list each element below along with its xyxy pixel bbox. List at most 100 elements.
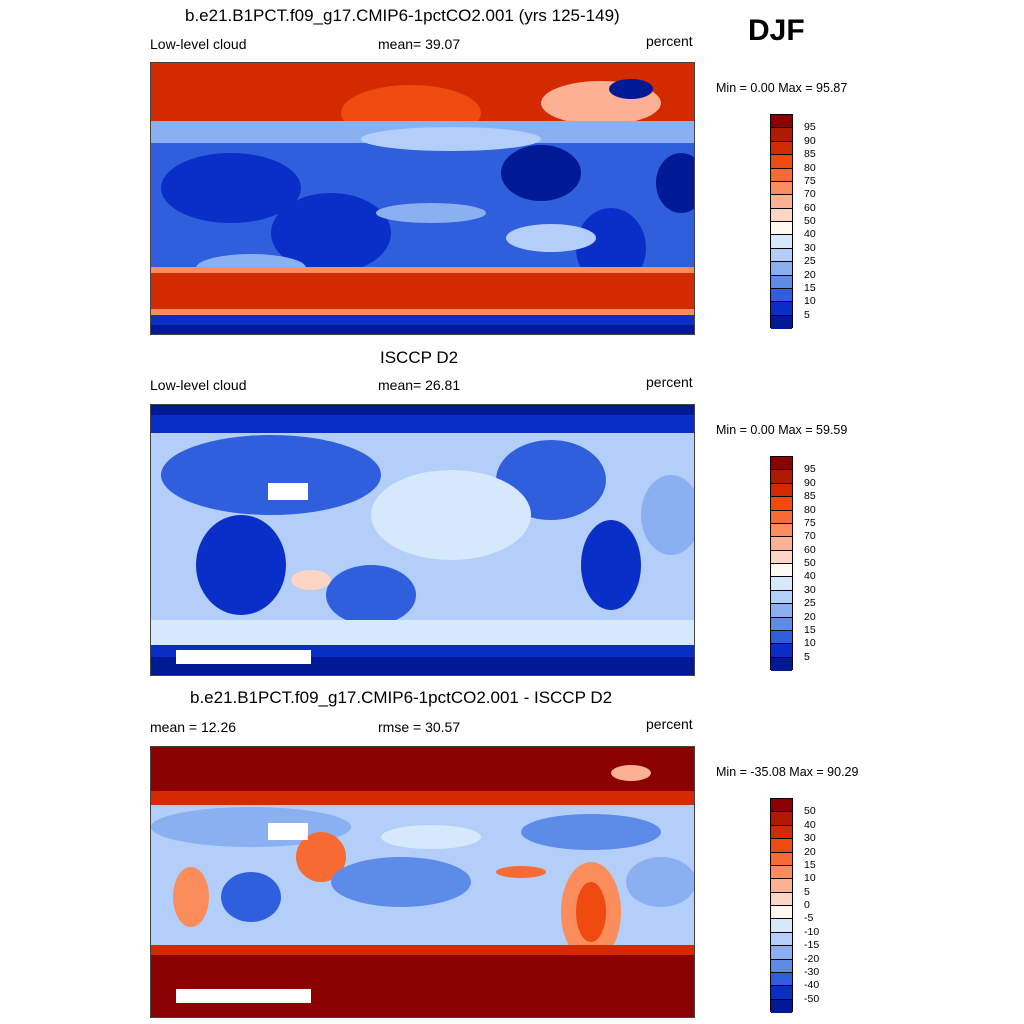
colorbar-segment [771, 604, 792, 618]
colorbar-label: -40 [804, 979, 820, 992]
panel-2-title: ISCCP D2 [380, 348, 459, 367]
colorbar-segment [771, 999, 792, 1013]
panel-2-mean: mean= 26.81 [378, 377, 461, 393]
colorbar-segment [771, 852, 792, 866]
panel-3-map [150, 746, 695, 1018]
panel-1-minmax: Min = 0.00 Max = 95.87 [716, 81, 848, 95]
panel-2-colorbar [770, 456, 793, 671]
panel-3-map-svg [151, 747, 694, 1017]
colorbar-label: 10 [804, 295, 816, 308]
colorbar-label: 5 [804, 308, 810, 321]
colorbar-label: 85 [804, 148, 816, 161]
panel-1-colorbar [770, 114, 793, 329]
colorbar-label: 90 [804, 476, 816, 489]
colorbar-label: -5 [804, 912, 814, 925]
colorbar-segment [771, 550, 792, 564]
colorbar-label: 0 [804, 899, 810, 911]
colorbar-segment [771, 115, 792, 129]
colorbar-segment [771, 564, 792, 578]
colorbar-segment [771, 195, 792, 209]
panel-3-title: b.e21.B1PCT.f09_g17.CMIP6-1pctCO2.001 - … [190, 688, 613, 707]
panel-1-variable: Low-level cloud [150, 36, 247, 52]
colorbar-segment [771, 141, 792, 156]
colorbar-segment [771, 497, 792, 511]
colorbar-segment [771, 248, 792, 263]
colorbar-label: 5 [804, 650, 810, 663]
colorbar-label: -10 [804, 925, 820, 938]
colorbar-segment [771, 577, 792, 591]
panel-1-mean: mean= 39.07 [378, 36, 461, 52]
colorbar-label: 20 [804, 845, 816, 858]
colorbar-label: 70 [804, 530, 816, 543]
colorbar-segment [771, 168, 792, 182]
colorbar-label: 75 [804, 516, 816, 529]
colorbar-label: 75 [804, 174, 816, 187]
colorbar-label: 20 [804, 610, 816, 623]
colorbar-segment [771, 523, 792, 538]
panel-2-map [150, 404, 695, 676]
panel-1-map-svg [151, 63, 694, 334]
colorbar-segment [771, 986, 792, 1000]
colorbar-segment [771, 288, 792, 303]
colorbar-segment [771, 128, 792, 142]
panel-3-mean: mean = 12.26 [150, 719, 237, 735]
colorbar-label: 15 [804, 281, 816, 294]
colorbar-label: 95 [804, 463, 816, 476]
panel-2-minmax: Min = 0.00 Max = 59.59 [716, 423, 848, 437]
colorbar-segment [771, 181, 792, 196]
colorbar-label: 40 [804, 818, 816, 831]
colorbar-segment [771, 275, 792, 289]
colorbar-segment [771, 812, 792, 826]
colorbar-segment [771, 644, 792, 658]
colorbar-label: 10 [804, 872, 816, 885]
colorbar-label: 10 [804, 637, 816, 650]
colorbar-label: 70 [804, 188, 816, 201]
colorbar-segment [771, 959, 792, 973]
colorbar-label: 15 [804, 858, 816, 871]
colorbar-segment [771, 590, 792, 605]
colorbar-segment [771, 865, 792, 880]
colorbar-segment [771, 892, 792, 906]
colorbar-segment [771, 972, 792, 987]
panel-1-title: b.e21.B1PCT.f09_g17.CMIP6-1pctCO2.001 (y… [185, 6, 620, 25]
colorbar-segment [771, 946, 792, 960]
colorbar-label: 40 [804, 570, 816, 583]
panel-3-minmax: Min = -35.08 Max = 90.29 [716, 765, 859, 779]
colorbar-segment [771, 235, 792, 249]
colorbar-segment [771, 537, 792, 551]
colorbar-label: 30 [804, 832, 816, 845]
colorbar-segment [771, 825, 792, 840]
colorbar-label: 80 [804, 161, 816, 174]
season-label: DJF [748, 14, 805, 47]
colorbar-label: 80 [804, 503, 816, 516]
colorbar-label: 25 [804, 597, 816, 610]
panel-3-colorbar [770, 798, 793, 1013]
colorbar-label: 20 [804, 268, 816, 281]
panel-2-units: percent [646, 374, 693, 390]
colorbar-label: 90 [804, 134, 816, 147]
colorbar-segment [771, 483, 792, 498]
colorbar-segment [771, 262, 792, 276]
colorbar-label: 85 [804, 490, 816, 503]
colorbar-label: -20 [804, 952, 820, 965]
panel-3-units: percent [646, 716, 693, 732]
colorbar-label: 50 [804, 215, 816, 227]
colorbar-label: 50 [804, 557, 816, 569]
panel-3-rmse: rmse = 30.57 [378, 719, 461, 735]
panel-1-map [150, 62, 695, 335]
colorbar-segment [771, 617, 792, 631]
colorbar-label: -50 [804, 992, 820, 1005]
colorbar-segment [771, 155, 792, 169]
colorbar-segment [771, 799, 792, 813]
colorbar-segment [771, 630, 792, 645]
colorbar-segment [771, 222, 792, 236]
colorbar-label: 60 [804, 201, 816, 214]
colorbar-segment [771, 302, 792, 316]
colorbar-label: 15 [804, 623, 816, 636]
colorbar-segment [771, 919, 792, 933]
colorbar-label: -15 [804, 939, 820, 952]
colorbar-label: -30 [804, 965, 820, 978]
colorbar-segment [771, 457, 792, 471]
colorbar-label: 25 [804, 255, 816, 268]
colorbar-segment [771, 879, 792, 893]
